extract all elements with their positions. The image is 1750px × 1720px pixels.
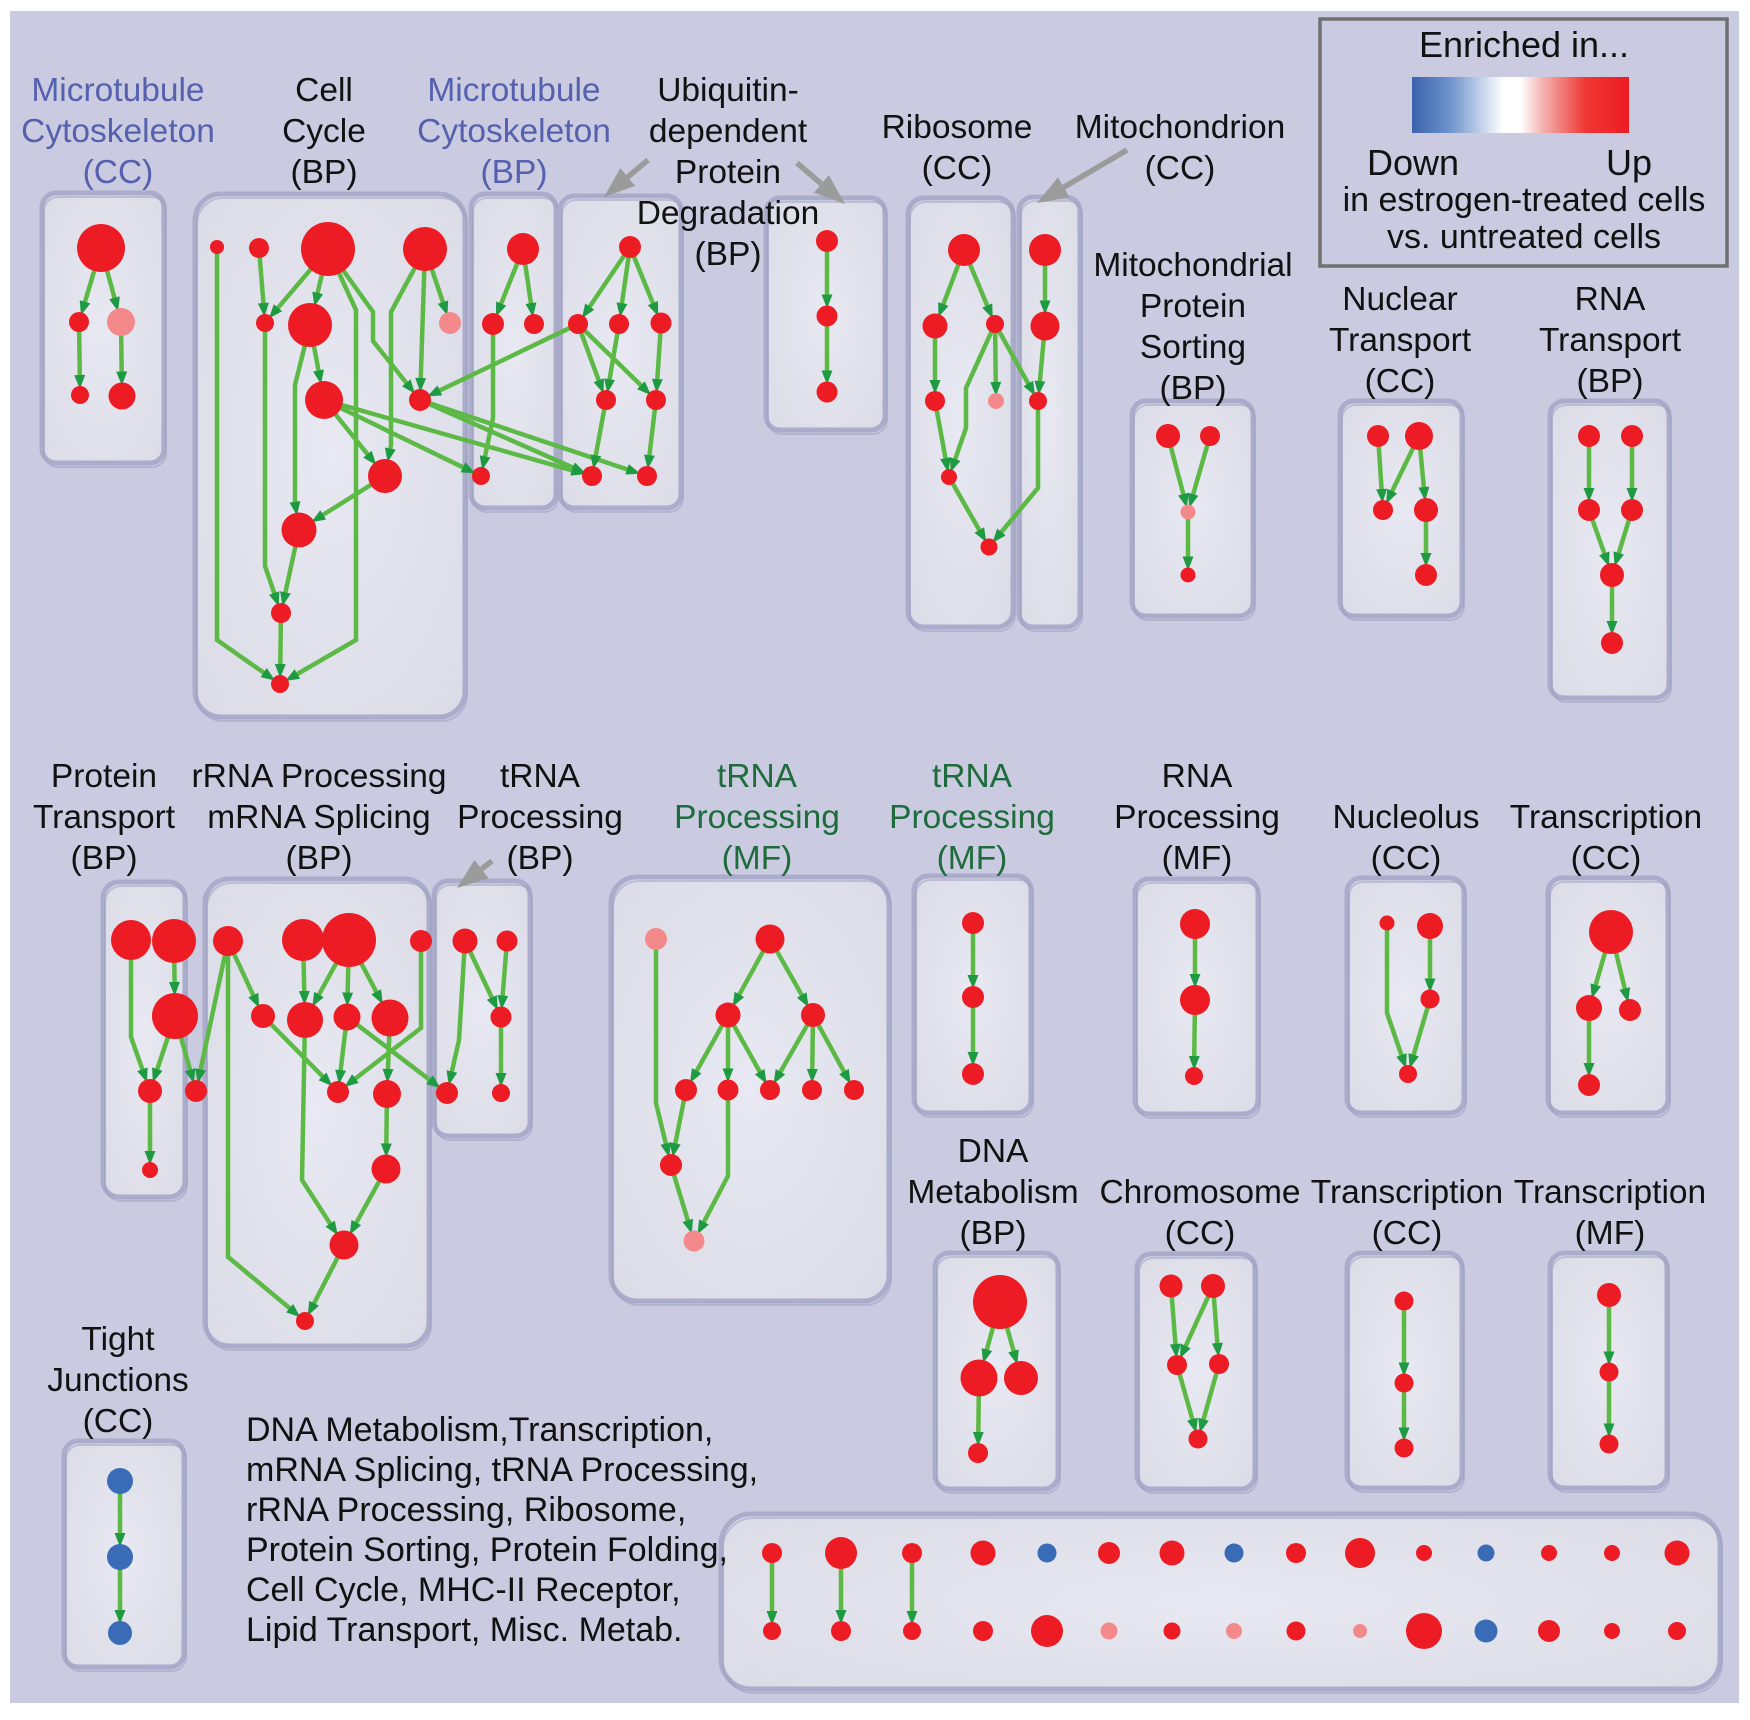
svg-text:(CC): (CC) <box>83 154 154 191</box>
svg-text:Enriched in...: Enriched in... <box>1419 24 1629 65</box>
svg-text:Transcription: Transcription <box>1311 1174 1503 1211</box>
svg-text:(BP): (BP) <box>1160 370 1227 407</box>
svg-text:mRNA Splicing, tRNA Processing: mRNA Splicing, tRNA Processing, <box>246 1451 758 1489</box>
svg-text:Transcription: Transcription <box>1514 1174 1706 1211</box>
svg-text:(BP): (BP) <box>286 840 353 877</box>
svg-text:(MF): (MF) <box>937 840 1008 877</box>
svg-text:Up: Up <box>1606 142 1652 183</box>
svg-text:(CC): (CC) <box>922 150 993 187</box>
svg-text:(BP): (BP) <box>695 236 762 273</box>
svg-text:dependent: dependent <box>649 113 808 150</box>
svg-text:rRNA Processing: rRNA Processing <box>191 758 446 795</box>
svg-text:(MF): (MF) <box>1162 840 1233 877</box>
svg-text:Nucleolus: Nucleolus <box>1332 799 1479 836</box>
svg-text:Processing: Processing <box>889 799 1055 836</box>
svg-text:Microtubule: Microtubule <box>31 72 204 109</box>
svg-text:Down: Down <box>1367 142 1459 183</box>
svg-text:Degradation: Degradation <box>637 195 820 232</box>
svg-text:(BP): (BP) <box>507 840 574 877</box>
svg-text:Transport: Transport <box>1539 322 1682 359</box>
svg-text:(BP): (BP) <box>291 154 358 191</box>
svg-text:Mitochondrion: Mitochondrion <box>1075 109 1285 146</box>
svg-text:Cycle: Cycle <box>282 113 366 150</box>
svg-text:Junctions: Junctions <box>47 1362 189 1399</box>
svg-text:Tight: Tight <box>81 1321 155 1358</box>
svg-text:Mitochondrial: Mitochondrial <box>1093 247 1292 284</box>
svg-text:(CC): (CC) <box>1365 363 1436 400</box>
svg-text:(CC): (CC) <box>1371 840 1442 877</box>
svg-text:DNA Metabolism,Transcription,: DNA Metabolism,Transcription, <box>246 1411 713 1449</box>
svg-text:(MF): (MF) <box>1575 1215 1646 1252</box>
svg-text:Chromosome: Chromosome <box>1099 1174 1300 1211</box>
svg-text:DNA: DNA <box>958 1133 1029 1170</box>
svg-text:tRNA: tRNA <box>500 758 581 795</box>
svg-text:in estrogen-treated cells: in estrogen-treated cells <box>1343 181 1706 219</box>
svg-text:Sorting: Sorting <box>1140 329 1246 366</box>
svg-text:Cell: Cell <box>295 72 353 109</box>
svg-text:Cell Cycle, MHC-II Receptor,: Cell Cycle, MHC-II Receptor, <box>246 1571 681 1609</box>
svg-text:Metabolism: Metabolism <box>907 1174 1078 1211</box>
svg-text:(BP): (BP) <box>1577 363 1644 400</box>
svg-text:Ribosome: Ribosome <box>882 109 1033 146</box>
svg-text:(CC): (CC) <box>1145 150 1216 187</box>
svg-text:(BP): (BP) <box>960 1215 1027 1252</box>
svg-text:(MF): (MF) <box>722 840 793 877</box>
svg-text:Microtubule: Microtubule <box>427 72 600 109</box>
svg-text:mRNA Splicing: mRNA Splicing <box>207 799 430 836</box>
svg-text:(CC): (CC) <box>83 1403 154 1440</box>
svg-text:Transport: Transport <box>1329 322 1472 359</box>
svg-text:Processing: Processing <box>457 799 623 836</box>
svg-text:Cytoskeleton: Cytoskeleton <box>417 113 611 150</box>
svg-text:(CC): (CC) <box>1165 1215 1236 1252</box>
svg-text:Nuclear: Nuclear <box>1342 281 1457 318</box>
svg-text:Transport: Transport <box>33 799 176 836</box>
svg-text:(CC): (CC) <box>1372 1215 1443 1252</box>
svg-text:Cytoskeleton: Cytoskeleton <box>21 113 215 150</box>
svg-text:vs. untreated cells: vs. untreated cells <box>1387 218 1661 256</box>
svg-text:Protein: Protein <box>675 154 781 191</box>
svg-text:Ubiquitin-: Ubiquitin- <box>657 72 799 109</box>
svg-text:RNA: RNA <box>1162 758 1233 795</box>
svg-text:rRNA Processing, Ribosome,: rRNA Processing, Ribosome, <box>246 1491 686 1529</box>
svg-text:Processing: Processing <box>674 799 840 836</box>
svg-text:Lipid Transport, Misc. Metab.: Lipid Transport, Misc. Metab. <box>246 1611 683 1649</box>
svg-text:(BP): (BP) <box>481 154 548 191</box>
svg-text:RNA: RNA <box>1575 281 1646 318</box>
svg-text:(BP): (BP) <box>71 840 138 877</box>
svg-text:tRNA: tRNA <box>717 758 798 795</box>
svg-text:(CC): (CC) <box>1571 840 1642 877</box>
svg-text:Processing: Processing <box>1114 799 1280 836</box>
svg-text:Protein Sorting, Protein Foldi: Protein Sorting, Protein Folding, <box>246 1531 728 1569</box>
svg-text:Protein: Protein <box>1140 288 1246 325</box>
svg-text:Protein: Protein <box>51 758 157 795</box>
svg-text:Transcription: Transcription <box>1510 799 1702 836</box>
svg-text:tRNA: tRNA <box>932 758 1013 795</box>
